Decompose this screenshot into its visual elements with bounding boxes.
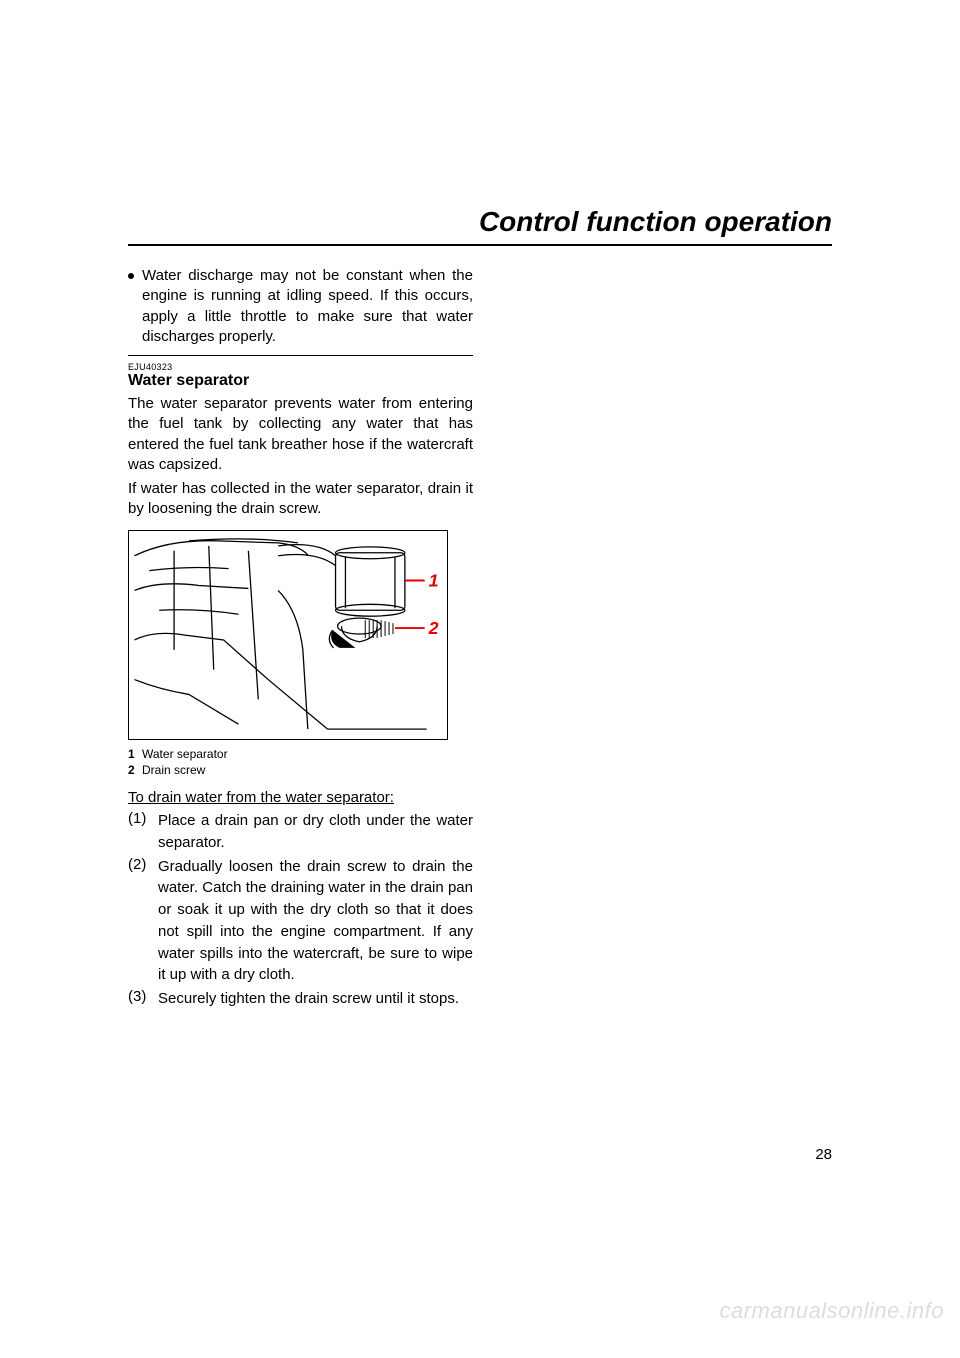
bullet-item: Water discharge may not be constant when… [128,266,473,347]
watermark: carmanualsonline.info [719,1298,944,1324]
page-title: Control function operation [128,206,832,238]
figure-callout-1: 1 [429,570,439,590]
step-number: (3) [128,988,158,1005]
section-separator [128,355,473,356]
figure-callout-2: 2 [428,618,439,638]
figure-legend-num: 1 [128,746,142,763]
figure-legend-row: 1 Water separator [128,746,473,763]
step-number: (2) [128,856,158,873]
header-rule [128,244,832,246]
section-paragraph: The water separator prevents water from … [128,394,473,475]
figure-illustration: 1 2 [129,531,447,739]
main-content: Water discharge may not be constant when… [128,266,473,1012]
bullet-icon [128,273,134,279]
figure-legend-row: 2 Drain screw [128,762,473,779]
figure-legend-num: 2 [128,762,142,779]
procedure-step: (1) Place a drain pan or dry cloth under… [128,810,473,854]
procedure-heading: To drain water from the water separator: [128,789,473,806]
bullet-text: Water discharge may not be constant when… [142,266,473,347]
step-text: Place a drain pan or dry cloth under the… [158,810,473,854]
page-number: 28 [815,1146,832,1163]
step-number: (1) [128,810,158,827]
procedure-step: (3) Securely tighten the drain screw unt… [128,988,473,1010]
procedure-step: (2) Gradually loosen the drain screw to … [128,856,473,987]
figure-legend-text: Water separator [142,746,228,763]
step-text: Gradually loosen the drain screw to drai… [158,856,473,987]
figure-legend-text: Drain screw [142,762,205,779]
step-text: Securely tighten the drain screw until i… [158,988,473,1010]
section-paragraph: If water has collected in the water sepa… [128,479,473,520]
section-code: EJU40323 [128,362,473,372]
figure-water-separator: 1 2 [128,530,448,740]
section-heading: Water separator [128,372,473,390]
